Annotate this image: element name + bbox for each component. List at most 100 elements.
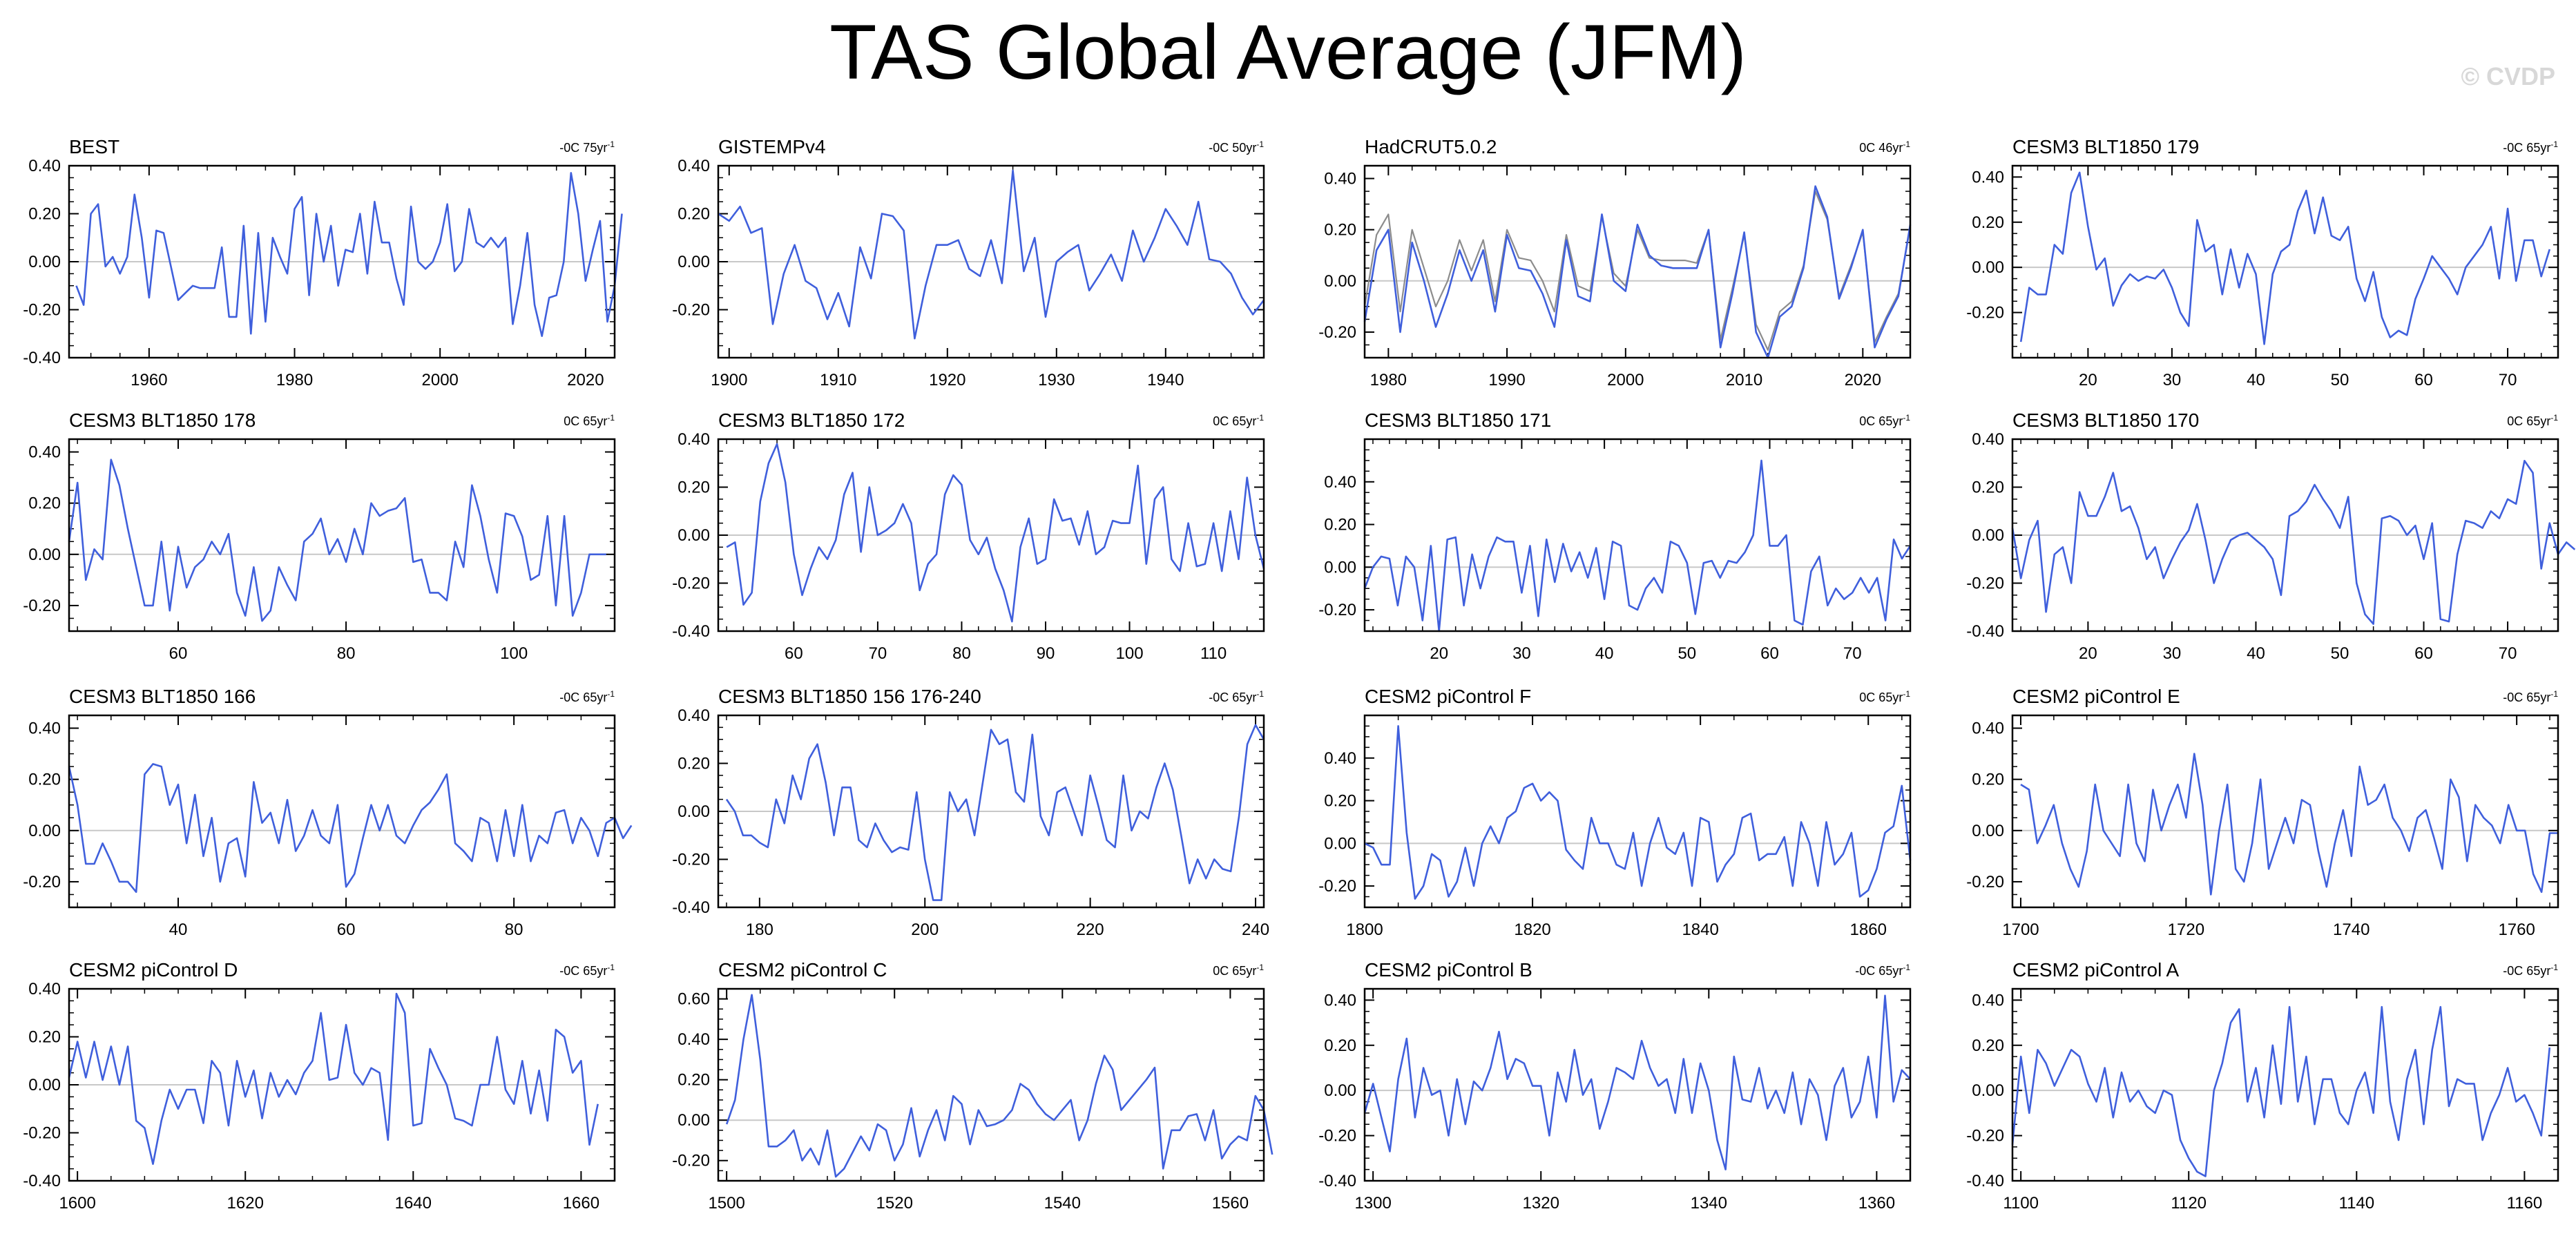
panel: CESM2 piControl B -0C 65yr-1 -0.40 -0.20 0.0… [1318,959,1912,1213]
series-line [68,459,606,622]
y-tick-label: -0.40 [672,898,710,917]
x-tick-label: 2000 [422,371,459,389]
panel-title: CESM2 piControl B [1365,959,1532,981]
plot-frame [2011,714,2559,909]
plot-frame [68,714,616,909]
series-line [1363,185,1912,359]
y-tick-label: 0.00 [1324,272,1356,291]
plot-frame [1363,164,1912,359]
x-tick-label: 60 [169,644,188,663]
series-line [68,763,633,894]
x-tick-label: 1600 [59,1194,95,1213]
x-tick-label: 1990 [1488,371,1525,389]
y-tick-label: 0.00 [1972,822,2004,840]
x-tick-label: 40 [169,920,188,939]
plot-frame [2011,164,2559,359]
trend-label: -0C 65yr-1 [2503,689,2558,704]
y-tick-label: 0.00 [1972,258,2004,277]
x-tick-label: 20 [2079,371,2097,389]
x-tick-label: 60 [1760,644,1779,663]
trend-superscript: -1 [1256,963,1264,972]
x-tick-label: 110 [1200,644,1227,663]
x-tick-label: 1800 [1346,920,1383,939]
series-line [75,172,623,338]
trend-superscript: -1 [2550,139,2558,149]
x-tick-label: 2010 [1726,371,1762,389]
y-tick-label: 0.40 [28,720,61,738]
panel: CESM3 BLT1850 171 0C 65yr-1 -0.20 0.00 0.20 0… [1318,409,1912,663]
trend-label: -0C 65yr-1 [2503,139,2558,155]
trend-label: 0C 65yr-1 [1213,963,1264,978]
x-tick-label: 50 [2331,371,2349,389]
y-tick-label: 0.20 [1324,1036,1356,1055]
y-tick-label: 0.00 [677,253,710,271]
series-line [2011,459,2576,625]
trend-label: 0C 65yr-1 [1859,413,1910,428]
x-tick-label: 1920 [929,371,965,389]
y-tick-label: 0.40 [1324,991,1356,1010]
y-tick-label: -0.20 [1318,1127,1356,1146]
series-line [725,724,1265,901]
plot-frame [68,438,616,633]
y-tick-label: 0.20 [1972,213,2004,232]
series-line [2019,171,2551,345]
y-tick-label: -0.20 [23,597,61,615]
trend-label: -0C 65yr-1 [2503,963,2558,978]
x-tick-label: 20 [1430,644,1448,663]
y-tick-label: 0.40 [1324,749,1356,768]
y-tick-label: -0.20 [672,575,710,593]
panel-title: CESM3 BLT1850 166 [69,686,256,707]
series-line [1363,994,1911,1170]
trend-label: -0C 75yr-1 [559,139,615,155]
x-tick-label: 1120 [2171,1194,2207,1213]
trend-label: 0C 46yr-1 [1859,139,1910,155]
y-tick-label: 0.20 [1324,516,1356,534]
plot-frame [68,987,616,1182]
trend-label: -0C 65yr-1 [559,689,615,704]
panel-title: CESM2 piControl E [2012,686,2180,707]
plot-frame [1363,714,1912,909]
y-tick-label: -0.20 [672,851,710,869]
panel: CESM2 piControl A -0C 65yr-1 -0.40 -0.20 0.0… [1966,959,2559,1213]
panel: CESM2 piControl D -0C 65yr-1 -0.40 -0.20 0.0… [23,959,616,1213]
x-tick-label: 40 [2247,644,2265,663]
y-tick-label: -0.20 [1966,1127,2004,1146]
y-tick-label: 0.00 [677,526,710,545]
y-tick-label: 0.40 [1972,168,2004,186]
y-tick-label: 0.00 [677,802,710,821]
y-tick-label: -0.40 [1966,1172,2004,1190]
y-tick-label: 0.40 [677,706,710,725]
y-tick-label: -0.40 [1966,622,2004,641]
trend-superscript: -1 [607,139,615,149]
trend-superscript: -1 [1903,413,1910,423]
y-tick-label: -0.20 [1318,323,1356,342]
x-tick-label: 1980 [276,371,313,389]
trend-label: -0C 65yr-1 [1209,689,1264,704]
y-tick-label: 0.00 [677,1111,710,1130]
panel-title: CESM3 BLT1850 179 [2012,136,2199,157]
y-tick-label: 0.40 [1972,430,2004,449]
panel-title: CESM2 piControl D [69,959,238,981]
y-tick-label: 0.20 [28,205,61,224]
y-tick-label: -0.20 [23,301,61,320]
x-tick-label: 1340 [1691,1194,1727,1213]
x-tick-label: 80 [952,644,971,663]
trend-label: 0C 65yr-1 [2507,413,2558,428]
panel-title: CESM2 piControl A [2012,959,2180,981]
y-tick-label: -0.40 [1318,1172,1356,1190]
y-tick-label: 0.00 [1324,558,1356,577]
x-tick-label: 1360 [1858,1194,1895,1213]
panel-title: CESM3 BLT1850 178 [69,409,256,431]
trend-label: 0C 65yr-1 [564,413,615,428]
panel: CESM2 piControl F 0C 65yr-1 -0.20 0.00 0.20 0… [1318,686,1912,939]
y-tick-label: 0.40 [1972,991,2004,1010]
trend-label: -0C 50yr-1 [1209,139,1264,155]
trend-superscript: -1 [1903,139,1910,149]
y-tick-label: 0.20 [1972,771,2004,789]
panel-title: CESM3 BLT1850 156 176-240 [718,686,981,707]
x-tick-label: 70 [1843,644,1862,663]
x-tick-label: 1660 [563,1194,599,1213]
x-tick-label: 70 [2499,371,2517,389]
y-tick-label: 0.20 [28,1028,61,1047]
